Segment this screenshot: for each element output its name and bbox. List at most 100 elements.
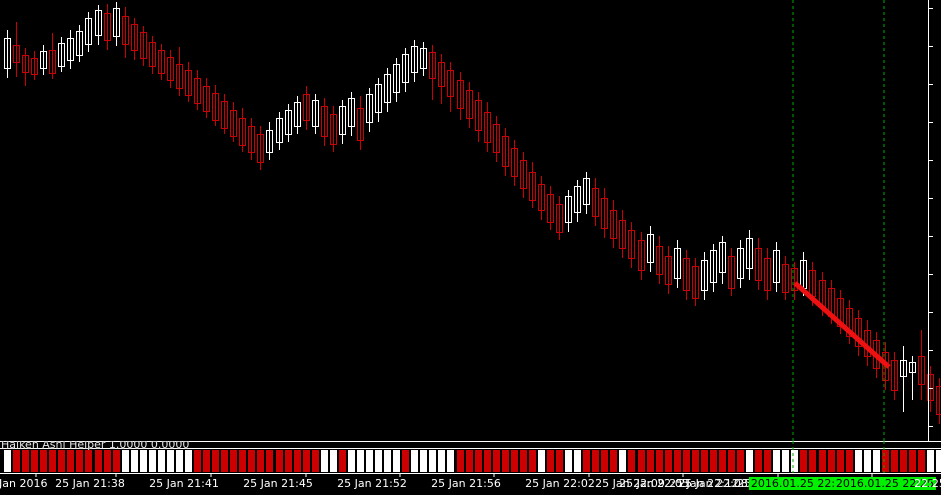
histogram-bar: [4, 450, 11, 472]
histogram-bar: [819, 450, 826, 472]
crosshair-time-label[interactable]: 2016.01.25 22:25: [833, 477, 937, 490]
candle-body: [420, 48, 427, 69]
candle-body: [257, 134, 264, 163]
histogram-bar: [638, 450, 645, 472]
histogram-bar: [475, 450, 482, 472]
candlestick: [339, 100, 346, 144]
histogram-bar: [873, 450, 880, 472]
histogram-bar: [257, 450, 264, 472]
candlestick: [411, 40, 418, 82]
histogram-bar: [900, 450, 907, 472]
indicator-canvas[interactable]: [0, 441, 941, 473]
histogram-bar: [357, 450, 364, 472]
time-axis-label: 25 Jan 21:41: [149, 477, 219, 490]
time-axis-label: 25 Jan 21:56: [431, 477, 501, 490]
candle-body: [357, 108, 364, 141]
histogram-bar: [76, 450, 83, 472]
histogram-bar: [701, 450, 708, 472]
histogram-bar: [583, 450, 590, 472]
candlestick: [76, 25, 83, 62]
candle-body: [285, 110, 292, 135]
candle-body: [574, 186, 581, 213]
candle-body: [158, 50, 165, 74]
candlestick: [773, 242, 780, 292]
candlestick: [466, 82, 473, 128]
candle-body: [565, 196, 572, 223]
candlestick: [429, 45, 436, 100]
histogram-bar: [221, 450, 228, 472]
candle-body: [647, 234, 654, 263]
candlestick: [248, 118, 255, 160]
candlestick: [194, 70, 201, 110]
time-axis-label: 25 Jan 22:09: [595, 477, 665, 490]
candlestick: [438, 54, 445, 104]
histogram-bar: [40, 450, 47, 472]
candle-body: [538, 184, 545, 211]
candlestick: [203, 78, 210, 118]
candle-body: [40, 51, 47, 69]
time-axis[interactable]: 5 Jan 2016 25 Jan 21:38 25 Jan 21:41 25 Jan…: [0, 473, 941, 495]
candlestick: [746, 230, 753, 280]
histogram-bar: [49, 450, 56, 472]
candlestick: [538, 176, 545, 220]
candlestick: [900, 346, 907, 412]
candle-body: [511, 148, 518, 177]
candle-body: [619, 220, 626, 249]
crosshair-time-label[interactable]: 2016.01.25 22:19: [748, 477, 852, 490]
candlestick: [529, 162, 536, 208]
candlestick: [520, 152, 527, 198]
histogram-bar: [194, 450, 201, 472]
histogram-bar: [239, 450, 246, 472]
histogram-bar: [131, 450, 138, 472]
histogram-bar: [330, 450, 337, 472]
histogram-bar: [266, 450, 273, 472]
candle-body: [855, 318, 862, 347]
candlestick: [294, 96, 301, 134]
candle-body: [339, 106, 346, 135]
candle-body: [194, 78, 201, 104]
candle-body: [312, 100, 319, 127]
trendline[interactable]: [793, 281, 891, 369]
histogram-bar: [511, 450, 518, 472]
histogram-bar: [520, 450, 527, 472]
candlestick: [447, 62, 454, 112]
candle-body: [927, 374, 934, 401]
candle-body: [610, 210, 617, 239]
candle-body: [529, 172, 536, 201]
candlestick: [891, 352, 898, 400]
candle-body: [891, 360, 898, 391]
candle-body: [466, 90, 473, 119]
candle-body: [638, 240, 645, 271]
candle-body: [4, 38, 11, 69]
histogram-bar: [447, 450, 454, 472]
histogram-bar: [366, 450, 373, 472]
histogram-bar: [782, 450, 789, 472]
histogram-bar: [846, 450, 853, 472]
price-chart-canvas[interactable]: [0, 0, 941, 441]
candle-body: [628, 230, 635, 259]
candlestick: [475, 92, 482, 142]
candlestick: [547, 186, 554, 230]
candle-body: [692, 266, 699, 299]
histogram-bar: [556, 450, 563, 472]
candlestick: [393, 58, 400, 102]
histogram-bar: [104, 450, 111, 472]
indicator-pane[interactable]: Haiken Ashi Helper 1.0000 0.0000: [0, 441, 941, 473]
histogram-bar: [791, 450, 798, 472]
price-scale[interactable]: [928, 0, 941, 441]
candle-body: [266, 130, 273, 153]
candlestick: [366, 88, 373, 132]
candle-body: [520, 160, 527, 189]
candle-body: [484, 112, 491, 143]
candle-body: [710, 250, 717, 283]
time-axis-label: 25 Jan 22:02: [525, 477, 595, 490]
histogram-bar: [203, 450, 210, 472]
candlestick: [493, 116, 500, 162]
candle-body: [936, 386, 941, 415]
price-chart-pane[interactable]: [0, 0, 941, 441]
histogram-bar: [149, 450, 156, 472]
histogram-bar: [429, 450, 436, 472]
candlestick: [257, 126, 264, 170]
candle-body: [366, 94, 373, 123]
histogram-bar: [438, 450, 445, 472]
